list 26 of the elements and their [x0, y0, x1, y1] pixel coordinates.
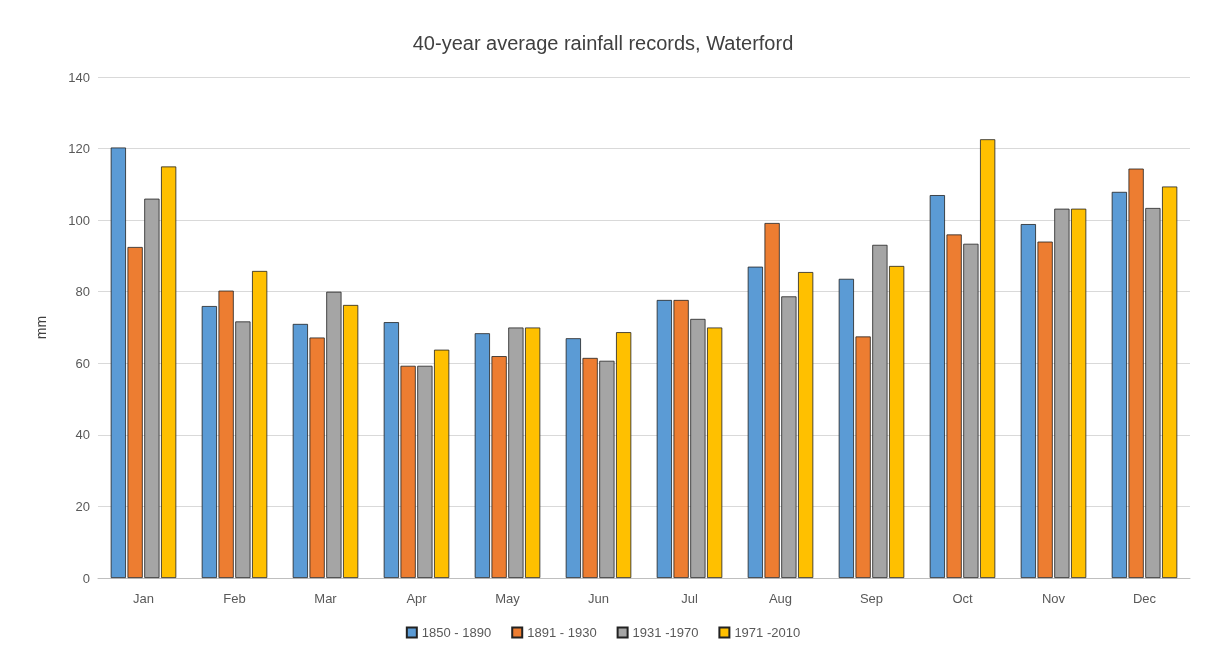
y-axis-title: mm — [33, 315, 49, 340]
y-tick-label: 120 — [68, 141, 90, 157]
chart-title: 40-year average rainfall records, Waterford — [412, 32, 794, 54]
legend-label: 1931 -1970 — [632, 625, 699, 640]
y-tick-label: 40 — [75, 427, 90, 443]
x-tick-label: Dec — [1132, 591, 1157, 606]
legend-label: 1850 - 1890 — [421, 625, 492, 640]
y-tick-label: 20 — [75, 498, 90, 514]
y-tick-label: 100 — [68, 212, 90, 228]
x-tick-label: Oct — [952, 591, 973, 606]
x-tick-label: Aug — [768, 591, 793, 606]
legend-label: 1971 -2010 — [734, 625, 801, 640]
x-tick-label: Feb — [223, 591, 246, 606]
y-tick-label: 80 — [75, 284, 90, 300]
x-tick-label: Jul — [681, 591, 698, 606]
legend-label: 1891 - 1930 — [527, 625, 597, 640]
x-tick-label: Jun — [588, 591, 609, 606]
x-tick-label: May — [495, 591, 521, 606]
y-tick-label: 0 — [82, 570, 90, 586]
x-tick-label: Sep — [859, 591, 884, 606]
x-tick-label: Apr — [406, 591, 428, 606]
x-tick-label: Nov — [1041, 591, 1066, 606]
x-tick-label: Jan — [133, 591, 154, 606]
y-tick-label: 140 — [68, 69, 90, 85]
x-tick-label: Mar — [314, 591, 338, 606]
y-tick-label: 60 — [75, 355, 90, 371]
